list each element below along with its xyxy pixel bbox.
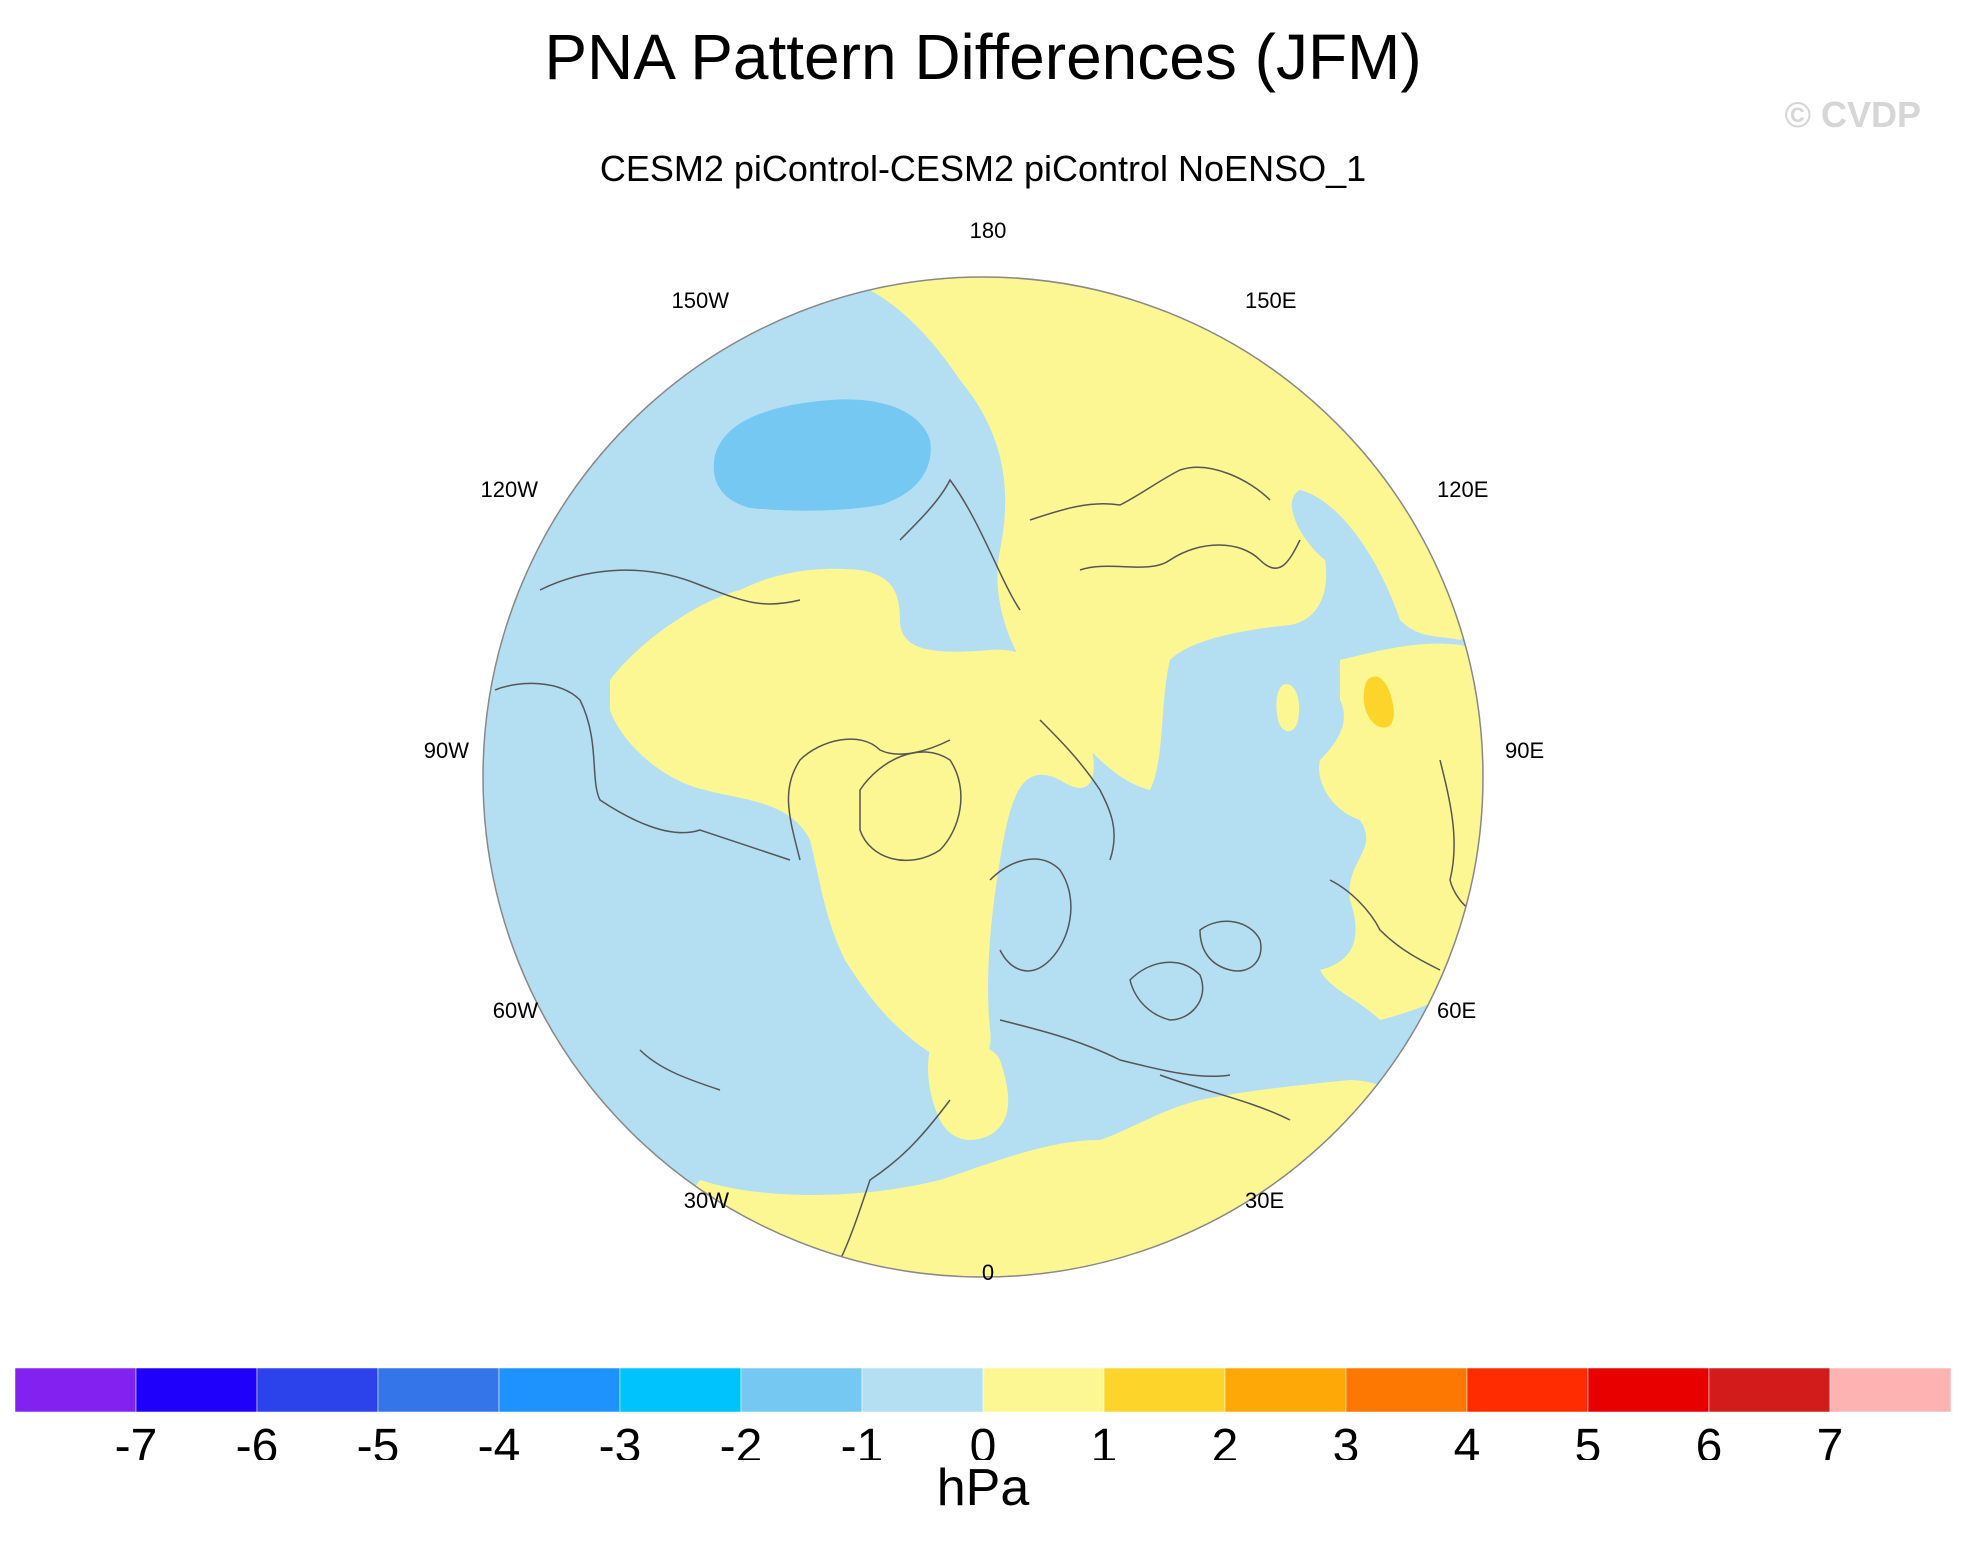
colorbar-box-4 [498,1367,621,1413]
lon-label-150e: 150E [1245,288,1296,313]
colorbar-tick-label: -6 [236,1420,279,1460]
lon-label-120w: 120W [481,477,539,502]
colorbar-tick-label: -5 [357,1420,400,1460]
colorbar-tick-label: 4 [1454,1420,1481,1460]
cvdp-watermark: © CVDP [1784,94,1921,135]
positive-anomaly-patch [1276,684,1300,732]
lon-label-30w: 30W [684,1188,729,1213]
colorbar-box-15 [1829,1367,1952,1413]
positive-anomaly-iberia [928,1045,1009,1140]
colorbar-tick-label: 3 [1333,1420,1360,1460]
colorbar-tick-label: 7 [1817,1420,1844,1460]
colorbar-box-1 [135,1367,258,1413]
colorbar-tick-label: 1 [1091,1420,1118,1460]
lon-label-0: 0 [982,1260,994,1285]
lon-label-60w: 60W [493,998,538,1023]
positive-anomaly-pacific-asia [700,277,1483,790]
positive-anomaly-central-asia [1319,643,1483,1020]
colorbar-tick-label: 2 [1212,1420,1239,1460]
colorbar-tick-label: -1 [841,1420,884,1460]
lon-label-90w: 90W [424,738,469,763]
colorbar-tick-label: -2 [720,1420,763,1460]
colorbar-tick-label: 6 [1696,1420,1723,1460]
colorbar-tick-label: -4 [478,1420,521,1460]
colorbar-units: hPa [936,1459,1030,1517]
chart-subtitle: CESM2 piControl-CESM2 piControl NoENSO_1 [599,148,1367,189]
chart-title: PNA Pattern Differences (JFM) [544,21,1422,93]
colorbar-tick-labels: -7 -6 -5 -4 -3 -2 -1 0 1 2 3 4 5 6 7 [115,1420,1844,1460]
lon-label-90e: 90E [1505,738,1544,763]
colorbar-box-11 [1345,1367,1468,1413]
positive-anomaly-arctic-atlantic [610,568,1094,1073]
colorbar-box-5 [619,1367,742,1413]
lon-label-60e: 60E [1437,998,1476,1023]
coastlines [494,466,1481,1261]
colorbar-box-10 [1224,1367,1347,1413]
strong-negative-anomaly-pacific [713,399,931,511]
polar-map: 180 150E 120E 90E 60E 30E 0 30W 60W 90W … [424,218,1544,1285]
colorbar-box-6 [740,1367,863,1413]
colorbar-box-0 [14,1367,137,1413]
colorbar: -7 -6 -5 -4 -3 -2 -1 0 1 2 3 4 5 6 7 [14,1367,1952,1460]
colorbar-box-12 [1466,1367,1589,1413]
colorbar-box-7 [861,1367,984,1413]
strong-positive-anomaly-patch [1363,676,1394,728]
colorbar-tick-label: -3 [599,1420,642,1460]
longitude-labels: 180 150E 120E 90E 60E 30E 0 30W 60W 90W … [424,218,1544,1285]
colorbar-box-8 [982,1367,1105,1413]
colorbar-boxes [14,1367,1952,1413]
colorbar-box-14 [1708,1367,1831,1413]
lon-label-150w: 150W [672,288,730,313]
colorbar-tick-label: 5 [1575,1420,1602,1460]
lon-label-30e: 30E [1245,1188,1284,1213]
globe-outline [482,276,1484,1278]
colorbar-box-3 [377,1367,500,1413]
colorbar-box-9 [1103,1367,1226,1413]
colorbar-box-2 [256,1367,379,1413]
lon-label-120e: 120E [1437,477,1488,502]
lon-label-180: 180 [970,218,1007,243]
colorbar-tick-label: 0 [970,1420,997,1460]
colorbar-tick-label: -7 [115,1420,158,1460]
colorbar-box-13 [1587,1367,1710,1413]
